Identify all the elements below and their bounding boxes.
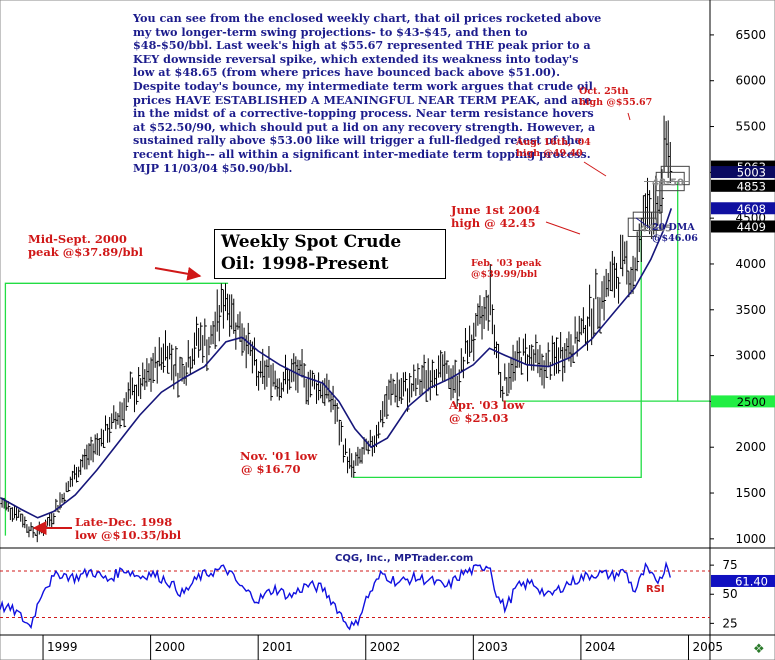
annotation-line: @ $16.70 [241, 462, 301, 477]
projection-line-2003 [502, 181, 679, 402]
chart-source: CQG, Inc., MPTrader.com [335, 553, 474, 564]
price-tag-box [711, 395, 775, 408]
rsi-tick-label: 25 [722, 616, 737, 630]
annotation-aug-04: Aug. 16th, '04 high @49.40 [516, 137, 591, 160]
rsi-value-box [711, 574, 775, 587]
annotation-line: June 1st 2004 [451, 203, 541, 217]
year-label: 1999 [47, 640, 78, 654]
price-tick-label: 3500 [735, 303, 766, 317]
annotation-nov-01: Nov. '01 low @ $16.70 [240, 449, 318, 477]
annotation-line: peak @$37.89/bbl [28, 245, 143, 260]
year-label: 2003 [477, 640, 508, 654]
year-label: 2001 [262, 640, 293, 654]
projection-lines [4, 181, 710, 536]
price-tick-label: 2000 [735, 440, 766, 454]
annotation-line: Mid-Sept. 2000 [28, 232, 127, 246]
annotation-oct-04: Oct. 25th high @$55.67 [579, 86, 653, 109]
commentary-text: You can see from the enclosed weekly cha… [133, 11, 602, 175]
price-tag-box [711, 202, 775, 215]
rsi-tick-label: 75 [722, 558, 737, 572]
chart-title: Weekly Spot Crude Oil: 1998-Present [214, 229, 446, 279]
annotation-line: Oct. 25th [579, 86, 629, 97]
rsi-panel: 25 50 75 61.40 [0, 558, 775, 631]
projection-box-label: 43-45 [640, 223, 672, 234]
projection-box-back [632, 211, 662, 231]
rsi-value-label: 61.40 [735, 574, 768, 588]
price-tag-box [711, 179, 775, 192]
annotation-line: low @$10.35/bbl [75, 528, 182, 543]
price-tick-label: 4000 [735, 257, 766, 271]
price-tag-box [711, 220, 775, 233]
leader-aug-04 [583, 161, 607, 177]
cqg-logo-icon: ❖ [753, 642, 765, 657]
projection-boxes: 43-45 48-50 [627, 165, 690, 237]
price-tag-label: 2500 [737, 395, 766, 409]
price-bars [0, 115, 673, 543]
annotation-mid-sept-2000: Mid-Sept. 2000 peak @$37.89/bbl [28, 232, 143, 260]
annotation-line: Nov. '01 low [240, 449, 318, 463]
annotation-line: high @$55.67 [579, 96, 653, 108]
annotation-arrows [32, 112, 651, 535]
year-label: 2002 [370, 640, 401, 654]
annotation-line: 20 DMA [652, 222, 695, 233]
annotation-line: Aug. 16th, '04 [516, 137, 591, 148]
price-tick-label: 6000 [735, 74, 766, 88]
price-tag-label: 5003 [737, 166, 766, 180]
price-tag-box [711, 166, 775, 179]
projection-box-label: 48-50 [652, 178, 684, 189]
year-label: 2000 [155, 640, 186, 654]
leader-june-04 [545, 221, 581, 235]
projection-line-1998 [4, 282, 229, 536]
annotation-line: high @ 42.45 [451, 216, 536, 231]
annotation-late-dec-1998: Late-Dec. 1998 low @$10.35/bbl [75, 515, 182, 543]
price-tag-label: 4409 [737, 220, 766, 234]
time-axis: 1999 2000 2001 2002 2003 2004 2005 [42, 635, 723, 660]
annotation-june-04: June 1st 2004 high @ 42.45 [451, 203, 541, 231]
price-tick-label: 1000 [735, 532, 766, 546]
annotation-line: Feb. '03 peak [471, 258, 542, 269]
rsi-label: RSI [646, 584, 665, 595]
price-tag-label: 4608 [737, 202, 766, 216]
projection-line-2001 [352, 227, 642, 479]
annotation-apr-03: Apr. '03 low @ $25.03 [449, 398, 525, 426]
year-label: 2005 [692, 640, 723, 654]
annotation-line: @ $25.03 [449, 411, 509, 426]
price-tick-label: 5500 [735, 120, 766, 134]
price-tick-label: 3000 [735, 349, 766, 363]
rsi-tick-label: 50 [722, 587, 737, 601]
annotation-line: @$46.06 [652, 232, 698, 244]
annotation-line: Apr. '03 low [449, 398, 525, 412]
leader-20-dma [635, 217, 651, 229]
price-tag-label: 4853 [737, 179, 766, 193]
year-label: 2004 [585, 640, 616, 654]
projection-box-back [660, 165, 690, 186]
rsi-line [0, 560, 671, 631]
price-tick-label: 6500 [735, 28, 766, 42]
annotation-20-dma: 20 DMA @$46.06 [652, 222, 698, 245]
arrow-mid-sept-2000 [154, 266, 202, 281]
annotation-line: Late-Dec. 1998 [75, 515, 173, 529]
annotation-line: @$39.99/bbl [471, 268, 538, 280]
leader-oct-04 [627, 112, 631, 121]
price-tags: 506350034853460844092500 [711, 160, 775, 409]
price-tick-label: 1500 [735, 486, 766, 500]
annotation-line: high @49.40 [516, 147, 583, 159]
moving-average-line [0, 208, 673, 519]
annotation-feb-03: Feb. '03 peak @$39.99/bbl [471, 258, 542, 281]
